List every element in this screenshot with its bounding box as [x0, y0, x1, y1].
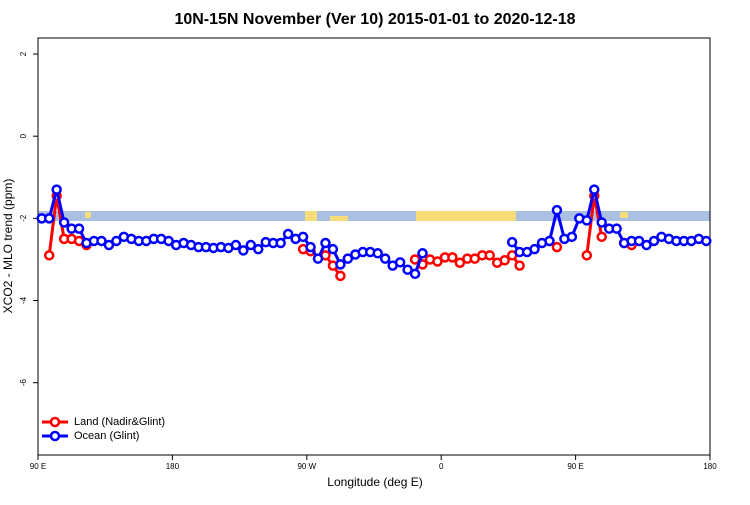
- point: [432, 256, 443, 267]
- x-tick-label: 90 E: [567, 462, 583, 471]
- point: [103, 239, 115, 251]
- point: [327, 243, 339, 255]
- y-tick-label: 2: [19, 51, 28, 56]
- map-overlay: [38, 211, 710, 221]
- x-tick-label: 90 W: [297, 462, 316, 471]
- point: [596, 231, 607, 243]
- chart-title: 10N-15N November (Ver 10) 2015-01-01 to …: [174, 11, 575, 28]
- point: [335, 270, 346, 282]
- point: [648, 235, 660, 247]
- point: [447, 252, 458, 263]
- y-tick-label: -4: [19, 296, 28, 304]
- point: [73, 223, 85, 234]
- legend-marker: [49, 430, 61, 442]
- land-patch: [330, 216, 348, 221]
- point: [589, 184, 600, 195]
- point: [633, 235, 645, 247]
- point: [51, 184, 62, 195]
- land-patch: [85, 212, 91, 218]
- point: [43, 213, 55, 224]
- land-patch: [620, 212, 628, 218]
- legend-label: Land (Nadir&Glint): [74, 416, 165, 428]
- point: [372, 248, 383, 259]
- point: [163, 235, 174, 247]
- point: [282, 228, 294, 240]
- series: [36, 184, 712, 280]
- x-tick-label: 90 E: [30, 462, 46, 471]
- point: [544, 235, 555, 247]
- y-tick-label: -6: [19, 379, 28, 387]
- x-tick-label: 0: [439, 462, 444, 471]
- x-axis-label: Longitude (deg E): [327, 475, 422, 489]
- legend-marker: [49, 416, 61, 428]
- point: [454, 257, 466, 268]
- point: [320, 237, 331, 249]
- point: [499, 255, 510, 266]
- point: [394, 257, 406, 268]
- point: [58, 217, 70, 228]
- point: [701, 235, 712, 247]
- point: [342, 253, 354, 264]
- point: [529, 243, 540, 255]
- point: [506, 236, 518, 248]
- x-tick-label: 180: [703, 462, 717, 471]
- ocean-band: [38, 211, 710, 221]
- point: [96, 235, 107, 247]
- plot-frame: [37, 37, 711, 456]
- point: [111, 235, 122, 247]
- x-tick-label: 180: [166, 462, 180, 471]
- point: [409, 268, 421, 280]
- point: [238, 245, 249, 256]
- y-tick-label: 0: [19, 133, 28, 138]
- point: [581, 215, 593, 226]
- point: [551, 241, 563, 253]
- point: [305, 241, 316, 253]
- point: [611, 223, 622, 234]
- point: [484, 250, 495, 261]
- land-patch: [416, 211, 516, 221]
- point: [43, 250, 55, 261]
- point: [230, 239, 242, 251]
- point: [245, 239, 257, 251]
- point: [312, 253, 324, 264]
- point: [581, 250, 593, 261]
- legend-label: Ocean (Glint): [74, 430, 139, 442]
- land-patch: [305, 211, 317, 221]
- point: [551, 204, 563, 216]
- point: [566, 231, 578, 243]
- point: [417, 248, 428, 259]
- y-axis-label: XCO2 - MLO trend (ppm): [1, 179, 15, 314]
- y-tick-label: -2: [19, 214, 28, 222]
- point: [335, 259, 346, 270]
- point: [514, 260, 525, 271]
- point: [641, 239, 652, 251]
- point: [297, 231, 309, 243]
- point: [275, 237, 286, 249]
- point: [379, 253, 391, 264]
- point: [402, 264, 413, 275]
- point: [253, 243, 264, 255]
- point: [596, 217, 607, 228]
